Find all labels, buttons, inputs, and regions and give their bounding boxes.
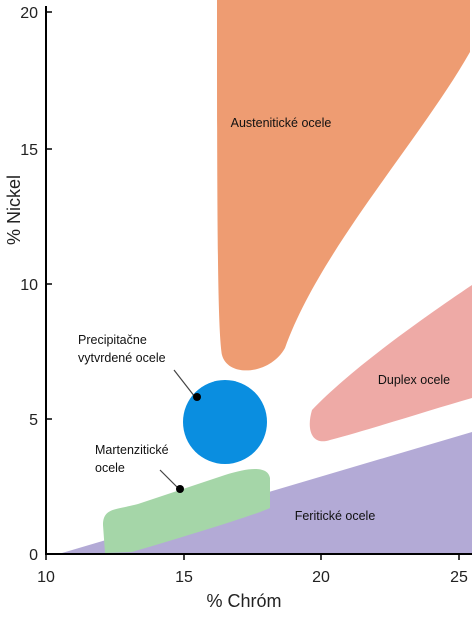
martensitic-region bbox=[103, 468, 270, 553]
x-tick-label-20: 20 bbox=[312, 569, 330, 586]
martensitic-pointer-dot bbox=[176, 485, 184, 493]
duplex-label: Duplex ocele bbox=[378, 373, 450, 387]
x-tick-marks bbox=[45, 554, 460, 560]
axes bbox=[45, 6, 472, 560]
y-tick-label-10: 10 bbox=[20, 277, 38, 294]
martensitic-label-line2: ocele bbox=[95, 461, 125, 475]
plot-regions bbox=[62, 0, 472, 553]
austenitic-region bbox=[217, 0, 470, 371]
y-tick-label-15: 15 bbox=[20, 142, 38, 159]
ferritic-label: Feritické ocele bbox=[295, 509, 376, 523]
x-axis-title: % Chróm bbox=[206, 591, 281, 611]
duplex-region bbox=[309, 285, 472, 442]
x-tick-label-15: 15 bbox=[175, 569, 193, 586]
y-tick-label-20: 20 bbox=[20, 5, 38, 22]
martensitic-pointer-line bbox=[159, 469, 179, 489]
y-axis-title: % Nickel bbox=[4, 175, 24, 245]
precipitation-label-line1: Precipitačne bbox=[78, 333, 147, 347]
precipitation-pointer-dot bbox=[193, 393, 201, 401]
x-tick-label-25: 25 bbox=[450, 569, 468, 586]
y-tick-label-0: 0 bbox=[29, 547, 38, 564]
x-tick-label-10: 10 bbox=[37, 569, 55, 586]
precipitation-label-line2: vytvrdené ocele bbox=[78, 351, 166, 365]
label-pointers bbox=[159, 369, 201, 493]
y-tick-marks bbox=[46, 11, 52, 555]
x-tick-labels: 10 15 20 25 bbox=[37, 569, 468, 586]
precipitation-region bbox=[183, 380, 267, 464]
y-tick-labels: 0 5 10 15 20 bbox=[20, 5, 38, 564]
y-tick-label-5: 5 bbox=[29, 412, 38, 429]
region-labels: Austenitické ocele Duplex ocele Feritick… bbox=[78, 116, 450, 523]
precipitation-pointer-line bbox=[173, 369, 196, 398]
martensitic-label-line1: Martenzitické bbox=[95, 443, 169, 457]
austenitic-label: Austenitické ocele bbox=[231, 116, 332, 130]
